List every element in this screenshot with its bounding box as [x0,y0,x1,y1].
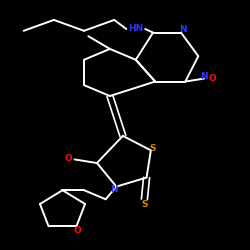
Text: O: O [64,154,72,163]
Text: HN: HN [128,24,144,34]
Text: S: S [150,144,156,153]
Text: S: S [141,200,148,209]
Text: N: N [180,25,187,34]
Text: N: N [110,185,118,194]
Text: N: N [200,72,207,81]
Text: O: O [74,226,82,235]
Text: O: O [208,74,216,83]
